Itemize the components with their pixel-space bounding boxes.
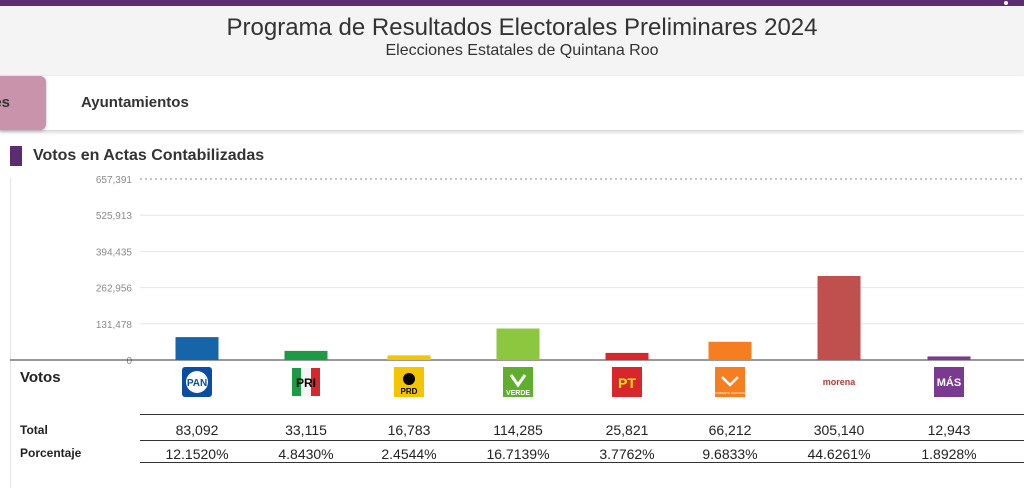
bar-mc [708, 341, 752, 360]
page-subtitle: Elecciones Estatales de Quintana Roo [385, 42, 659, 59]
bar-morena [817, 275, 861, 360]
party-logo-1: PAN [182, 367, 212, 397]
svg-text:MOVIMIENTO CIUDADANO: MOVIMIENTO CIUDADANO [715, 391, 745, 395]
total-row-label: Total [20, 423, 48, 437]
top-dot [1004, 1, 1008, 5]
percentage-cell: 44.6261% [807, 446, 871, 462]
y-tick-label: 657,391 [96, 175, 133, 186]
party-logo-4: VERDE [503, 367, 533, 397]
y-tick-label: 262,956 [96, 284, 133, 295]
table-top-border [140, 414, 1024, 415]
page-header: Programa de Resultados Electorales Preli… [0, 6, 1024, 76]
total-cell: 12,943 [927, 422, 971, 438]
total-cell: 66,212 [708, 422, 752, 438]
left-divider [10, 178, 11, 488]
page-title: Programa de Resultados Electorales Preli… [226, 14, 818, 41]
percentage-cell: 9.6833% [702, 446, 758, 462]
bar-más [927, 356, 971, 360]
svg-text:PAN: PAN [187, 378, 207, 389]
tab-active[interactable]: es [0, 76, 46, 130]
top-accent-bar [0, 0, 1024, 6]
svg-text:PRI: PRI [296, 376, 316, 390]
tabs-bar: es Ayuntamientos [0, 76, 1024, 130]
porcentaje-row-label: Porcentaje [20, 446, 82, 460]
svg-text:morena: morena [823, 377, 857, 387]
svg-text:VERDE: VERDE [506, 390, 530, 397]
bar-prd [387, 355, 431, 360]
party-logo-6: MOVIMIENTO CIUDADANO [711, 367, 750, 397]
percentage-cell: 16.7139% [486, 446, 550, 462]
percentage-cell: 3.7762% [599, 446, 655, 462]
total-cell: 114,285 [493, 422, 543, 438]
tab-ayuntamientos[interactable]: Ayuntamientos [81, 94, 189, 111]
bar-verde [496, 328, 540, 360]
total-cell: 25,821 [605, 422, 649, 438]
total-cell: 16,783 [387, 422, 431, 438]
party-logo-3: PRD [394, 367, 424, 397]
tab-active-label: es [0, 94, 10, 111]
y-tick-label: 131,478 [96, 320, 133, 331]
party-logo-7: morena [819, 367, 859, 397]
percentage-cell: 2.4544% [381, 446, 437, 462]
total-cell: 305,140 [813, 422, 865, 438]
section-title: Votos en Actas Contabilizadas [33, 147, 265, 164]
svg-text:MÁS: MÁS [937, 376, 961, 389]
percentage-cell: 4.8430% [278, 446, 334, 462]
bar-pri [284, 350, 328, 360]
y-tick-label: 394,435 [96, 247, 133, 258]
party-logo-8: MÁS [934, 367, 964, 397]
y-tick-label: 525,913 [96, 211, 133, 222]
svg-text:PRD: PRD [401, 387, 418, 396]
percentage-cell: 12.1520% [165, 446, 229, 462]
votos-row-label: Votos [20, 369, 61, 386]
section-marker [10, 146, 22, 166]
table-mid-border [140, 440, 1024, 441]
percentage-cell: 1.8928% [921, 446, 977, 462]
bar-pt [605, 352, 649, 360]
table-bottom-border [140, 462, 1024, 463]
total-cell: 83,092 [175, 422, 219, 438]
svg-text:PT: PT [618, 375, 636, 391]
bar-pan [175, 337, 219, 360]
party-logo-5: PT [612, 367, 642, 397]
total-cell: 33,115 [285, 422, 327, 438]
party-logo-2: PRI [291, 367, 321, 397]
